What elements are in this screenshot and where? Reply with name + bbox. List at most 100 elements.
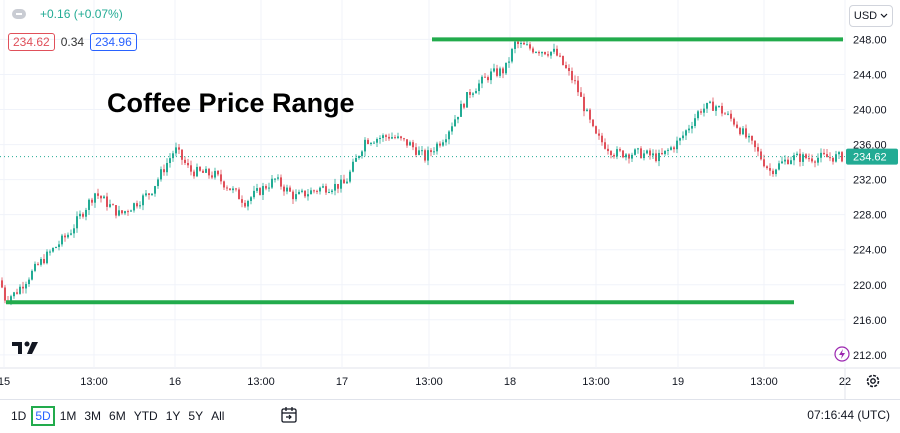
candle-body (250, 197, 252, 201)
candle-body (115, 205, 117, 216)
candle-body (280, 177, 282, 187)
candle-body (10, 296, 12, 302)
candle-body (589, 109, 591, 120)
y-tick-label: 228.00 (853, 210, 887, 222)
ask-price[interactable]: 234.96 (90, 33, 137, 51)
candle-body (568, 67, 570, 72)
candle-body (334, 183, 336, 191)
range-all[interactable]: All (211, 409, 225, 423)
candle-body (385, 135, 387, 137)
minus-icon[interactable] (12, 9, 26, 19)
candle-body (211, 175, 213, 178)
candle-body (112, 204, 114, 206)
candle-body (748, 135, 750, 138)
range-1m[interactable]: 1M (59, 409, 77, 423)
bid-price[interactable]: 234.62 (8, 33, 55, 51)
candle-body (133, 203, 135, 211)
candle-body (217, 170, 219, 175)
candle-body (547, 54, 549, 56)
candle-body (328, 192, 330, 194)
candle-body (586, 109, 588, 112)
candle-body (838, 152, 840, 155)
candle-body (28, 279, 30, 285)
chart-grid (0, 0, 900, 399)
candle-body (688, 128, 690, 131)
candle-body (367, 139, 369, 144)
candle-body (190, 165, 192, 172)
candle-body (814, 161, 816, 163)
x-tick-label: 13:00 (750, 376, 778, 388)
candle-body (253, 190, 255, 198)
candle-body (784, 159, 786, 162)
clock: 07:16:44 (UTC) (807, 408, 890, 422)
candle-body (829, 157, 831, 159)
candle-body (709, 101, 711, 103)
candle-body (607, 148, 609, 152)
candle-body (475, 91, 477, 94)
candle-body (214, 170, 216, 178)
candle-body (421, 150, 423, 152)
candle-body (277, 177, 279, 179)
candle-body (763, 159, 765, 167)
candle-body (670, 147, 672, 150)
candle-body (598, 133, 600, 136)
candle-body (37, 263, 39, 265)
candle-body (139, 205, 141, 207)
candle-body (13, 292, 15, 297)
candle-body (505, 62, 507, 74)
candle-body (655, 153, 657, 162)
y-tick-label: 224.00 (853, 245, 887, 257)
candle-body (298, 191, 300, 195)
candle-body (658, 152, 660, 162)
candle-body (352, 161, 354, 172)
tradingview-logo-icon (12, 341, 38, 354)
range-3m[interactable]: 3M (84, 409, 102, 423)
candle-body (109, 204, 111, 207)
candle-body (571, 71, 573, 81)
candle-body (322, 186, 324, 188)
candle-body (172, 153, 174, 159)
candle-body (316, 190, 318, 192)
candle-body (478, 83, 480, 92)
candle-body (130, 210, 132, 212)
candle-body (388, 136, 390, 139)
range-6m[interactable]: 6M (109, 409, 126, 423)
candle-body (151, 193, 153, 195)
price-chart[interactable]: 234.62 248.00 244.00 240.00 236.00 232.00 228… (0, 0, 900, 399)
gear-icon[interactable] (865, 373, 881, 389)
candle-body (346, 181, 348, 184)
candle-body (835, 154, 837, 162)
candle-body (466, 92, 468, 108)
x-tick-label: 15 (0, 376, 10, 388)
x-tick-label: 13:00 (582, 376, 610, 388)
lightning-icon[interactable] (834, 346, 850, 362)
candle-body (817, 157, 819, 163)
candle-body (523, 42, 525, 45)
candle-body (382, 135, 384, 138)
candle-body (181, 149, 183, 160)
candle-body (694, 118, 696, 127)
candle-body (736, 124, 738, 128)
range-ytd[interactable]: YTD (133, 409, 158, 423)
range-1d[interactable]: 1D (11, 409, 27, 423)
calendar-icon[interactable] (280, 406, 298, 424)
candle-body (220, 174, 222, 182)
range-5y[interactable]: 5Y (188, 409, 204, 423)
candle-body (136, 203, 138, 207)
range-5d[interactable]: 5D (31, 406, 55, 426)
candle-body (484, 76, 486, 78)
candle-body (526, 44, 528, 46)
range-1y[interactable]: 1Y (165, 409, 181, 423)
candle-body (223, 181, 225, 188)
candle-body (613, 155, 615, 157)
x-tick-label: 13:00 (415, 376, 443, 388)
candle-body (205, 168, 207, 173)
currency-select[interactable]: USD (849, 5, 893, 27)
candle-body (745, 128, 747, 138)
candle-body (34, 263, 36, 271)
candle-body (424, 150, 426, 161)
candle-body (301, 190, 303, 192)
candle-body (238, 189, 240, 200)
candle-body (580, 92, 582, 97)
candle-body (520, 42, 522, 45)
